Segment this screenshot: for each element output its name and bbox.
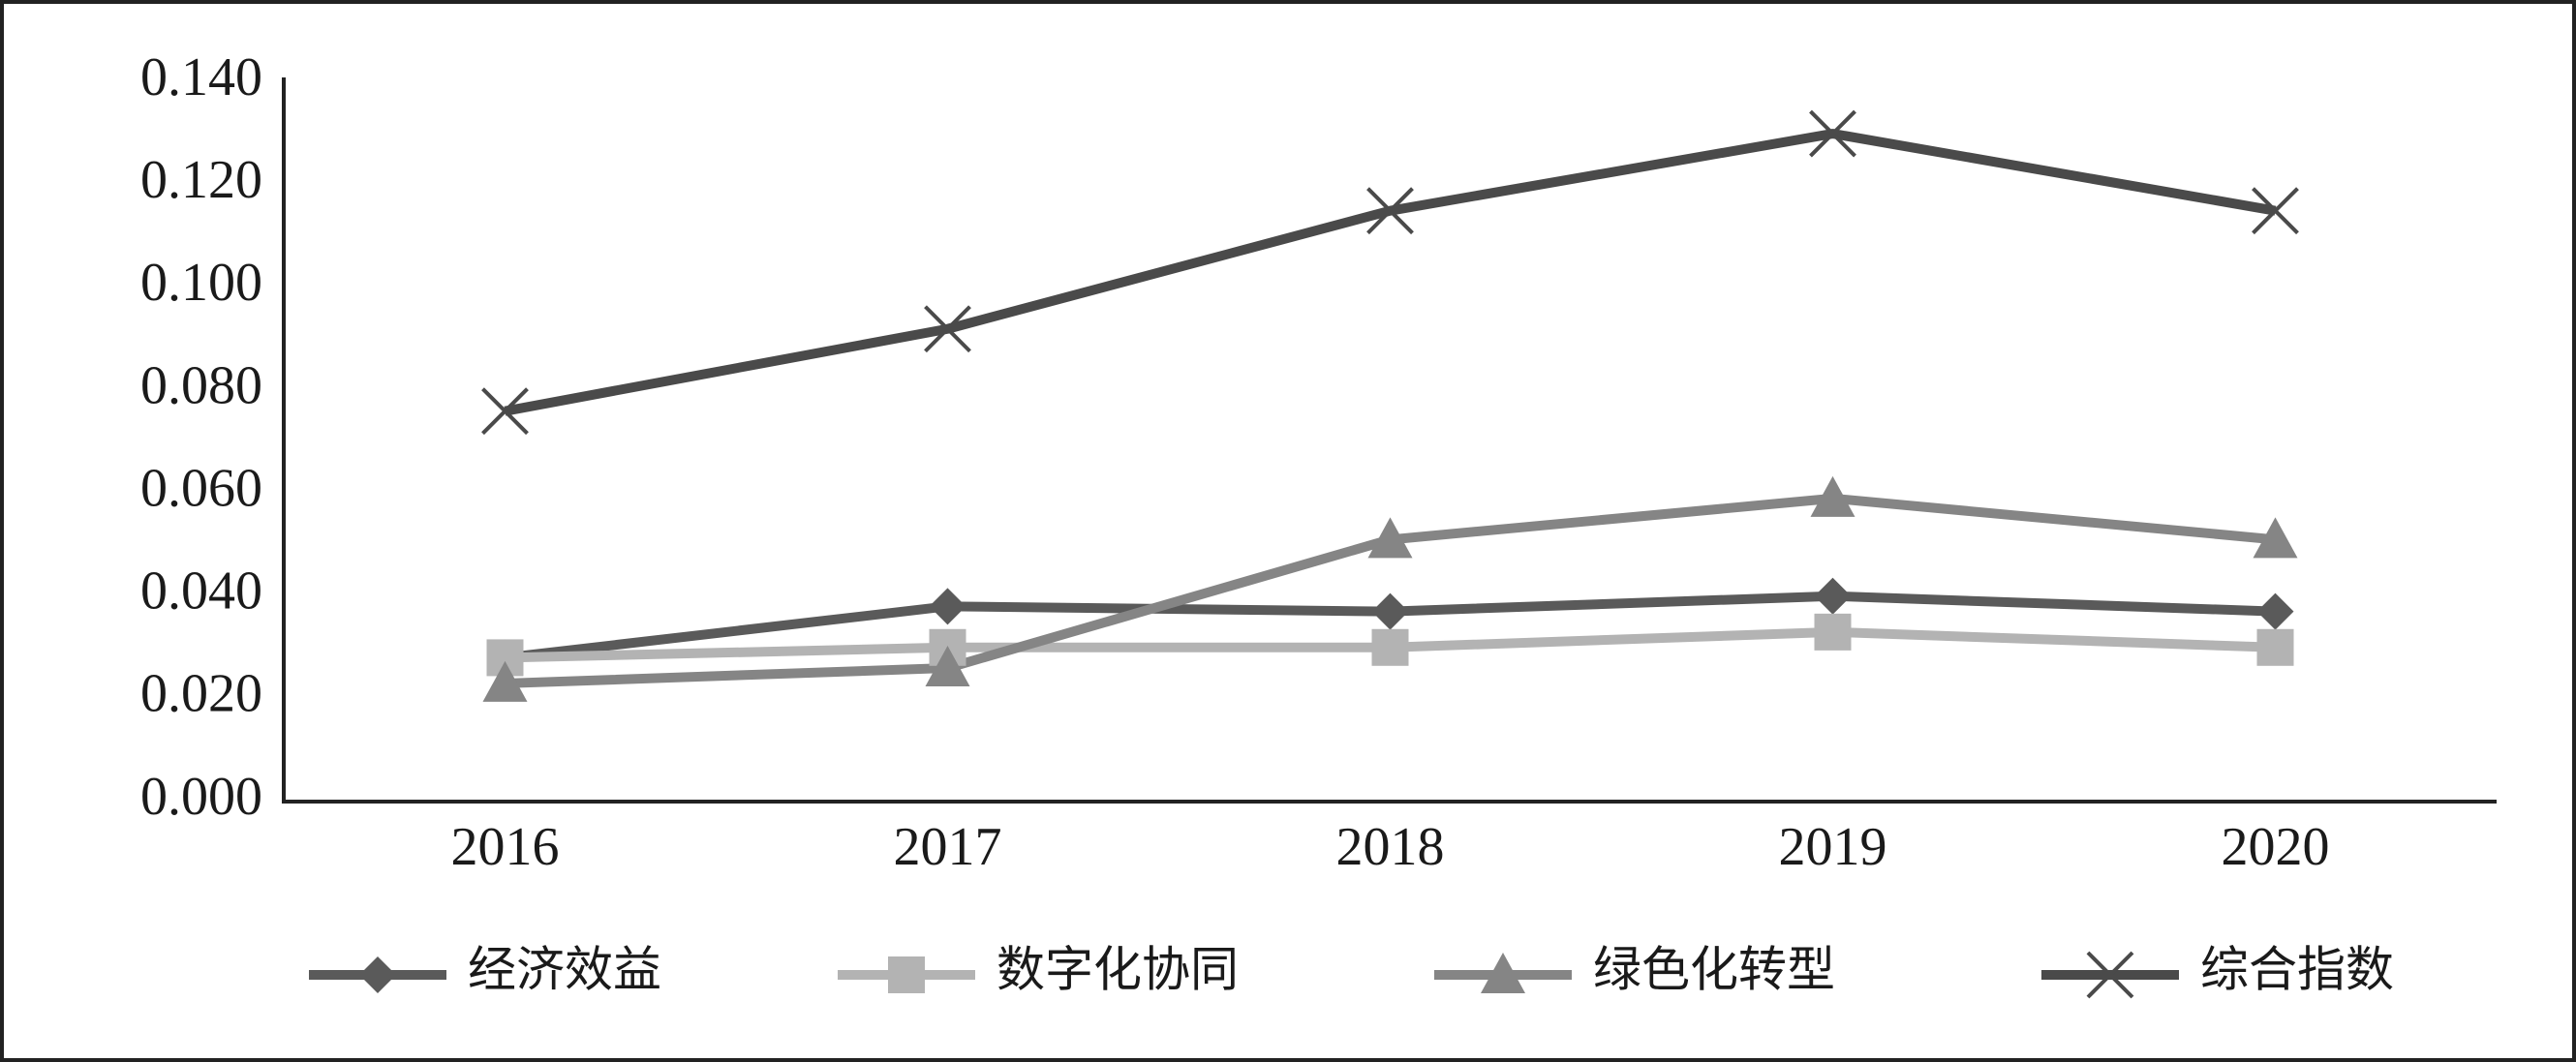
y-tick-label: 0.060 — [140, 458, 262, 518]
legend-label: 经济效益 — [468, 942, 661, 996]
data-point — [481, 387, 529, 436]
data-point — [1810, 475, 1855, 517]
data-point — [2252, 187, 2299, 235]
data-point — [1371, 592, 1409, 630]
data-point — [2256, 628, 2294, 666]
data-point — [1371, 628, 1409, 666]
x-tick-label: 2018 — [1336, 817, 1445, 877]
data-point — [482, 660, 528, 702]
legend-label: 数字化协同 — [997, 942, 1239, 996]
data-point — [2253, 517, 2298, 559]
data-point — [1367, 517, 1413, 559]
x-tick-label: 2019 — [1779, 817, 1887, 877]
data-point — [1814, 577, 1852, 615]
y-tick-label: 0.020 — [140, 664, 262, 724]
data-point — [929, 588, 966, 625]
y-tick-label: 0.120 — [140, 150, 262, 210]
y-tick-label: 0.040 — [140, 561, 262, 622]
x-tick-label: 2020 — [2222, 817, 2330, 877]
y-tick-label: 0.140 — [140, 47, 262, 107]
legend-marker — [359, 956, 396, 993]
legend-label: 绿色化转型 — [1593, 942, 1835, 996]
data-point — [925, 646, 970, 687]
data-point — [1366, 187, 1414, 235]
data-point — [2256, 592, 2294, 630]
y-tick-label: 0.080 — [140, 355, 262, 415]
data-point — [924, 305, 971, 353]
y-tick-label: 0.000 — [140, 767, 262, 827]
legend-marker — [2086, 951, 2134, 999]
data-point — [1814, 613, 1852, 651]
y-tick-label: 0.100 — [140, 253, 262, 313]
x-tick-label: 2016 — [451, 817, 560, 877]
legend-marker — [888, 956, 925, 993]
legend-label: 综合指数 — [2200, 942, 2394, 996]
legend-marker — [1481, 953, 1525, 993]
data-point — [1809, 109, 1856, 158]
x-tick-label: 2017 — [894, 817, 1002, 877]
